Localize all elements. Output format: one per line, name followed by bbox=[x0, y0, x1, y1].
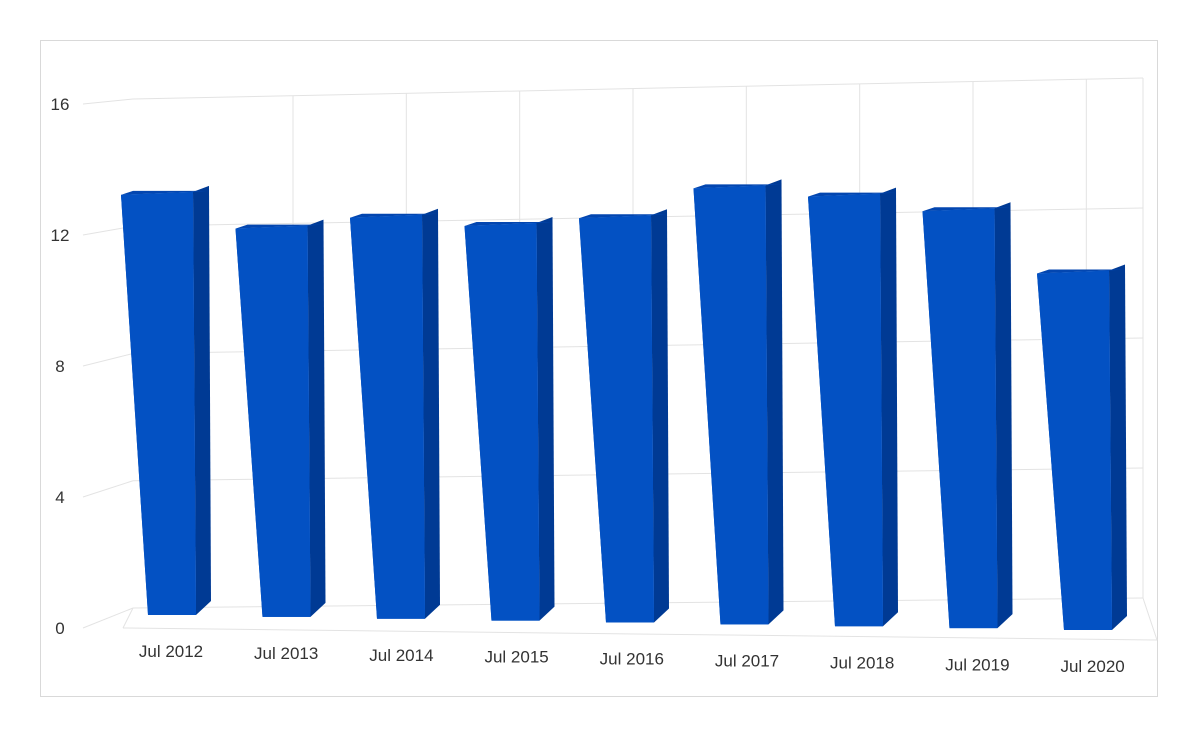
bar-side-6 bbox=[880, 187, 898, 627]
bar-top-0 bbox=[121, 190, 209, 195]
floor-front-edge bbox=[122, 627, 1158, 641]
grid-connector-0 bbox=[82, 607, 134, 629]
x-tick-label-1: Jul 2013 bbox=[254, 644, 318, 663]
bar-top-1 bbox=[235, 224, 324, 229]
bar-front-fill-0 bbox=[121, 191, 196, 616]
y-tick-label-0: 0 bbox=[55, 619, 64, 638]
bar-top-5 bbox=[693, 184, 782, 189]
grid-connector-4 bbox=[82, 98, 134, 105]
bar-side-5 bbox=[765, 179, 784, 625]
bar-8 bbox=[1037, 264, 1127, 630]
bar-0 bbox=[121, 185, 211, 616]
bar-front-fill-5 bbox=[693, 185, 769, 625]
bar-side-7 bbox=[994, 202, 1013, 629]
bar-side-2 bbox=[422, 208, 440, 619]
bar-4 bbox=[579, 209, 669, 623]
x-tick-label-4: Jul 2016 bbox=[600, 650, 664, 669]
bar-front-fill-6 bbox=[808, 193, 883, 627]
y-tick-label-2: 8 bbox=[55, 357, 64, 376]
x-tick-label-3: Jul 2015 bbox=[484, 648, 548, 667]
x-tick-label-6: Jul 2018 bbox=[830, 653, 894, 672]
floor-right-edge bbox=[1142, 597, 1158, 641]
bar-side-4 bbox=[651, 209, 669, 623]
x-tick-label-2: Jul 2014 bbox=[369, 646, 433, 665]
grid-connector-2 bbox=[82, 353, 134, 367]
grid-connector-1 bbox=[82, 480, 134, 498]
gridline-4 bbox=[132, 77, 1144, 100]
y-tick-label-1: 4 bbox=[55, 488, 64, 507]
bar-1 bbox=[235, 219, 326, 617]
bar-top-2 bbox=[350, 213, 438, 218]
x-tick-label-5: Jul 2017 bbox=[715, 652, 779, 671]
bar-front-fill-8 bbox=[1037, 270, 1112, 630]
bar-top-4 bbox=[579, 214, 667, 219]
y-tick-label-3: 12 bbox=[51, 226, 70, 245]
x-tick-label-8: Jul 2020 bbox=[1060, 657, 1124, 676]
bar-2 bbox=[350, 208, 440, 619]
bar-front-fill-2 bbox=[350, 214, 425, 619]
bar-side-1 bbox=[307, 219, 326, 617]
bar-top-6 bbox=[808, 192, 896, 197]
bar-top-8 bbox=[1037, 269, 1125, 274]
bar-3 bbox=[464, 216, 555, 621]
bar-side-8 bbox=[1109, 264, 1127, 630]
bar-7 bbox=[922, 202, 1013, 629]
bar-front-fill-1 bbox=[235, 225, 311, 617]
bar-5 bbox=[693, 179, 784, 625]
bar-top-7 bbox=[922, 207, 1011, 212]
floor-left-edge bbox=[122, 607, 134, 629]
bar-top-3 bbox=[464, 221, 553, 226]
x-tick-label-7: Jul 2019 bbox=[945, 655, 1009, 674]
bar-side-3 bbox=[536, 216, 555, 621]
bar-front-fill-4 bbox=[579, 215, 654, 623]
y-tick-label-4: 16 bbox=[51, 95, 70, 114]
bar-6 bbox=[808, 187, 898, 627]
x-tick-label-0: Jul 2012 bbox=[139, 642, 203, 661]
bar-front-fill-3 bbox=[464, 222, 540, 621]
bar-front-fill-7 bbox=[922, 208, 998, 629]
bar-side-0 bbox=[193, 185, 211, 616]
